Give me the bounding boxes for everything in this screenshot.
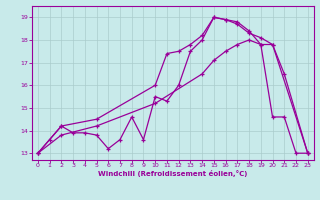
- X-axis label: Windchill (Refroidissement éolien,°C): Windchill (Refroidissement éolien,°C): [98, 170, 247, 177]
